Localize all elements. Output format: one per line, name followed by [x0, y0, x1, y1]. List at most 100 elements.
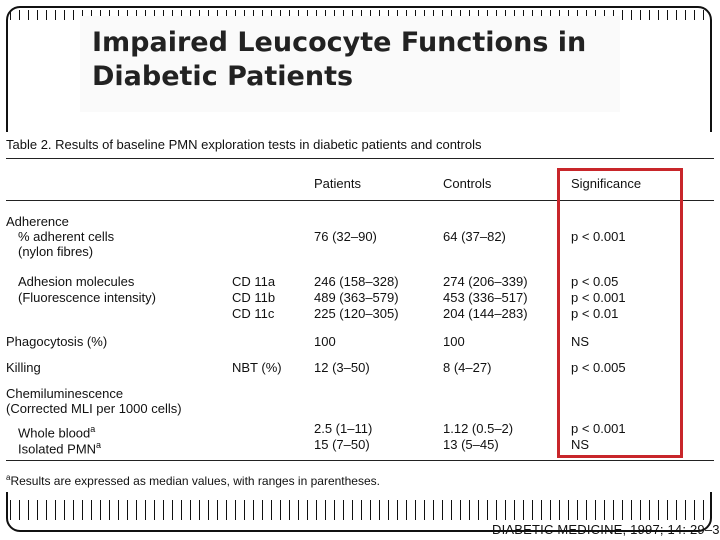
edge-tick: [100, 10, 101, 20]
edge-tick: [370, 500, 371, 520]
row-label-corrected: (Corrected MLI per 1000 cells): [6, 401, 182, 416]
edge-tick: [550, 500, 551, 520]
edge-tick: [406, 500, 407, 520]
cell-wholeblood-sig: p < 0.001: [571, 421, 626, 436]
edge-tick: [559, 500, 560, 520]
edge-tick: [415, 500, 416, 520]
cell-killing-controls: 8 (4–27): [443, 360, 492, 375]
edge-tick: [379, 500, 380, 520]
edge-tick: [424, 10, 425, 20]
row-label-killing: Killing: [6, 360, 41, 375]
edge-tick: [208, 10, 209, 20]
table-top-rule: [6, 158, 714, 159]
cell-isolated-controls: 13 (5–45): [443, 437, 499, 452]
edge-tick: [595, 10, 596, 20]
edge-tick: [325, 500, 326, 520]
cell-wholeblood-controls: 1.12 (0.5–2): [443, 421, 514, 436]
title-band: [80, 16, 620, 112]
edge-tick: [694, 10, 695, 20]
edge-tick: [685, 500, 686, 520]
table-caption: Table 2. Results of baseline PMN explora…: [6, 137, 482, 152]
edge-tick: [127, 500, 128, 520]
edge-tick: [307, 500, 308, 520]
edge-tick: [100, 500, 101, 520]
row-label-phagocytosis: Phagocytosis (%): [6, 334, 108, 349]
edge-tick: [262, 10, 263, 20]
row-label-adhesion: Adhesion molecules: [18, 274, 135, 289]
edge-tick: [28, 10, 29, 20]
table-document: Table 2. Results of baseline PMN explora…: [0, 132, 720, 492]
edge-tick: [487, 10, 488, 20]
edge-tick: [667, 10, 668, 20]
edge-tick: [127, 10, 128, 20]
edge-tick: [577, 10, 578, 20]
edge-tick: [361, 500, 362, 520]
edge-tick: [442, 500, 443, 520]
edge-tick: [640, 10, 641, 20]
edge-tick: [703, 500, 704, 520]
sub-cd11c: CD 11c: [232, 306, 275, 321]
edge-tick: [118, 10, 119, 20]
edge-tick: [370, 10, 371, 20]
edge-tick: [343, 500, 344, 520]
edge-tick: [487, 500, 488, 520]
edge-tick: [217, 10, 218, 20]
cell-wholeblood-patients: 2.5 (1–11): [314, 421, 373, 436]
edge-tick: [514, 10, 515, 20]
row-label-fluorescence: (Fluorescence intensity): [18, 290, 156, 305]
cell-isolated-sig: NS: [571, 437, 590, 452]
edge-tick: [244, 500, 245, 520]
sub-nbt: NBT (%): [232, 360, 282, 375]
row-label-nylon: (nylon fibres): [18, 244, 94, 259]
edge-tick: [235, 10, 236, 20]
header-rule: [6, 200, 714, 201]
edge-tick: [694, 500, 695, 520]
edge-tick: [226, 500, 227, 520]
edge-tick: [82, 500, 83, 520]
edge-tick: [613, 10, 614, 20]
top-edge-ticks: [10, 10, 710, 20]
table-footnote: aResults are expressed as median values,…: [6, 473, 380, 488]
edge-tick: [532, 500, 533, 520]
edge-tick: [163, 10, 164, 20]
significance-highlight-box: [557, 168, 683, 458]
edge-tick: [478, 10, 479, 20]
edge-tick: [307, 10, 308, 20]
edge-tick: [199, 10, 200, 20]
edge-tick: [622, 500, 623, 520]
edge-tick: [235, 500, 236, 520]
edge-tick: [667, 500, 668, 520]
cell-killing-sig: p < 0.005: [571, 360, 626, 375]
edge-tick: [145, 500, 146, 520]
edge-tick: [640, 500, 641, 520]
sub-cd11a: CD 11a: [232, 274, 276, 289]
edge-tick: [145, 10, 146, 20]
edge-tick: [568, 500, 569, 520]
edge-tick: [109, 500, 110, 520]
edge-tick: [46, 10, 47, 20]
edge-tick: [586, 10, 587, 20]
edge-tick: [154, 500, 155, 520]
edge-tick: [208, 500, 209, 520]
row-label-adherent-cells: % adherent cells: [18, 229, 115, 244]
cell-cd11a-patients: 246 (158–328): [314, 274, 399, 289]
edge-tick: [352, 10, 353, 20]
row-label-isolated-pmn: Isolated PMNa: [18, 440, 102, 457]
edge-tick: [658, 10, 659, 20]
cell-adherent-sig: p < 0.001: [571, 229, 626, 244]
edge-tick: [289, 500, 290, 520]
edge-tick: [658, 500, 659, 520]
edge-tick: [361, 10, 362, 20]
edge-tick: [703, 10, 704, 20]
edge-tick: [253, 500, 254, 520]
edge-tick: [451, 500, 452, 520]
edge-tick: [289, 10, 290, 20]
header-patients: Patients: [314, 176, 361, 191]
edge-tick: [82, 10, 83, 20]
edge-tick: [118, 500, 119, 520]
edge-tick: [433, 500, 434, 520]
header-controls: Controls: [443, 176, 492, 191]
edge-tick: [262, 500, 263, 520]
cell-phago-sig: NS: [571, 334, 590, 349]
edge-tick: [253, 10, 254, 20]
